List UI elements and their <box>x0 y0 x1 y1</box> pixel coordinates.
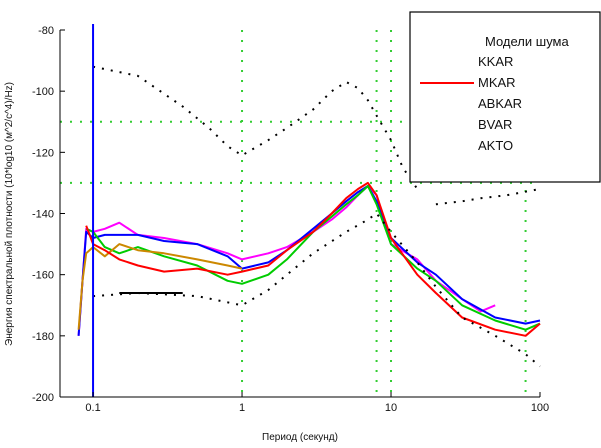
series-line-1 <box>77 185 541 336</box>
x-axis-title: Период (секунд) <box>262 432 338 443</box>
x-tick-label-2: 10 <box>385 402 397 414</box>
x-tick-label-1: 1 <box>239 402 245 414</box>
series-line-3 <box>77 243 243 330</box>
y-tick-label-5: -180 <box>32 331 54 343</box>
series-line-0 <box>77 185 496 336</box>
y-tick-label-1: -100 <box>32 86 54 98</box>
legend-entry-2: ABKAR <box>478 96 522 111</box>
series-line-4 <box>85 181 541 337</box>
legend-box <box>409 11 601 183</box>
legend-entry-3: BVAR <box>478 117 512 132</box>
y-tick-label-2: -120 <box>32 147 54 159</box>
legend-title: Модели шума <box>485 34 569 49</box>
x-tick-label-0: 0.1 <box>85 402 100 414</box>
series-line-7 <box>435 188 541 206</box>
legend-entry-1: MKAR <box>478 75 516 90</box>
x-tick-label-3: 100 <box>531 402 549 414</box>
legend-entry-4: AKTO <box>478 138 513 153</box>
tick-labels: -80 -100 -120 -140 -160 -180 -200 0.1 1 10 100 <box>32 25 549 414</box>
y-tick-label-0: -80 <box>38 25 54 37</box>
legend-entry-0: KKAR <box>478 54 513 69</box>
y-tick-label-4: -160 <box>32 270 54 282</box>
y-axis-title: Энергия спектральной плотности (10*log10… <box>4 82 15 346</box>
data-series <box>77 24 541 397</box>
series-line-6 <box>93 212 541 368</box>
legend: Модели шума KKAR MKAR ABKAR BVAR AKTO <box>409 11 601 183</box>
y-tick-label-6: -200 <box>32 392 54 404</box>
series-line-5 <box>92 65 419 190</box>
y-tick-label-3: -140 <box>32 209 54 221</box>
